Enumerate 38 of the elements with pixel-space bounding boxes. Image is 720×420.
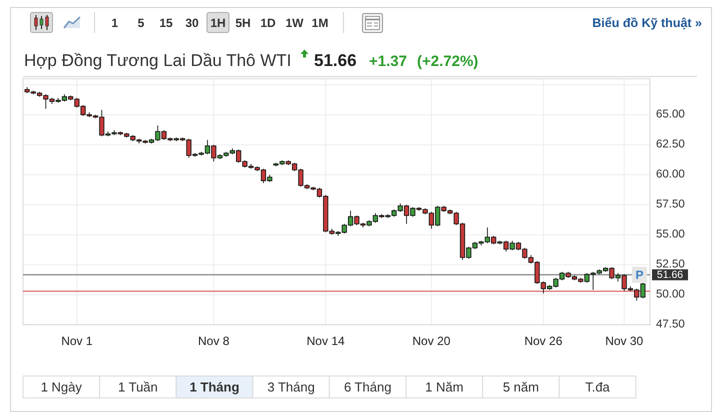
y-tick-label: 57.50 <box>656 198 685 211</box>
x-tick-label: Nov 8 <box>198 334 230 348</box>
y-tick-label: 62.50 <box>656 138 685 151</box>
text: 15 <box>159 16 173 30</box>
text: 5H <box>235 16 251 30</box>
text: +1.37 <box>369 53 407 70</box>
chart-title: Hợp Đồng Tương Lai Dầu Thô WTI <box>24 51 292 70</box>
x-tick-label: Nov 26 <box>524 334 563 348</box>
text: 1H <box>210 16 226 30</box>
y-tick-label: 47.50 <box>656 318 685 331</box>
text: 1 <box>111 16 118 30</box>
text: 1M <box>312 16 328 30</box>
x-tick-label: Nov 14 <box>306 334 345 348</box>
text: 5 <box>138 16 145 30</box>
text: 1 Tuần <box>118 380 158 394</box>
y-tick-label: 60.00 <box>656 168 685 181</box>
text: 1W <box>286 16 304 30</box>
x-tick-label: Nov 1 <box>61 334 93 348</box>
x-tick-label: Nov 20 <box>412 334 451 348</box>
ref-line-label: 51.66 <box>656 268 684 281</box>
text: 51.66 <box>314 51 357 70</box>
text: 1 Năm <box>425 380 464 394</box>
text: 30 <box>185 16 199 30</box>
text: 1 Tháng <box>190 380 240 394</box>
y-tick-label: 50.00 <box>656 288 685 301</box>
text: 6 Tháng <box>344 380 392 394</box>
text: Biểu đồ Kỹ thuật » <box>592 16 702 30</box>
text: 3 Tháng <box>267 380 315 394</box>
text: 1 Ngày <box>40 380 82 394</box>
y-tick-label: 65.00 <box>656 108 685 121</box>
text: 5 năm <box>502 380 539 394</box>
annotation: P <box>635 268 644 282</box>
text: (+2.72%) <box>417 53 478 70</box>
x-tick-label: Nov 30 <box>605 334 644 348</box>
text: 1D <box>260 16 276 30</box>
y-tick-label: 55.00 <box>656 228 685 241</box>
y-tick-label: 52.50 <box>656 258 685 271</box>
text: T.đa <box>585 380 611 394</box>
